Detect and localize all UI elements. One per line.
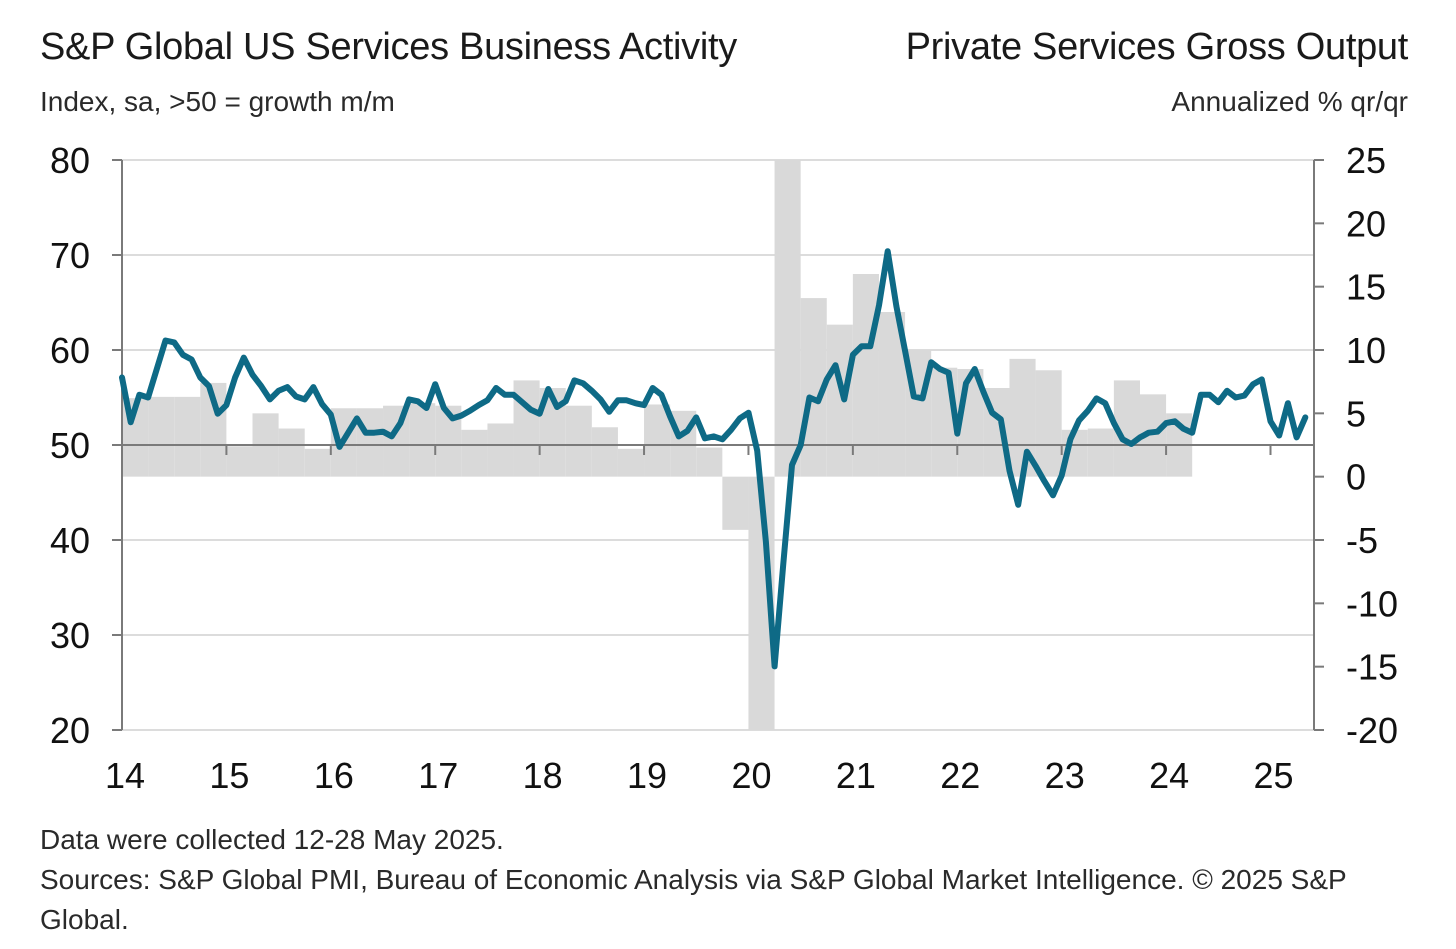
x-axis-tick-label: 25 (1253, 755, 1293, 796)
x-axis-tick-label: 24 (1149, 755, 1189, 796)
gross-output-bar (356, 408, 384, 477)
left-axis-tick-label: 80 (50, 140, 90, 181)
chart: 20 30 40 50 60 70 80 -20 -15 -10 -5 0 5 10 15 20 25 14 15 1… (50, 140, 1398, 796)
gross-output-bar (148, 396, 175, 477)
gross-output-bar (644, 404, 671, 477)
gross-output-bar (487, 423, 514, 477)
left-axis-tick-label: 50 (50, 425, 90, 466)
gross-output-bar (461, 429, 488, 477)
gross-output-bar (852, 274, 879, 477)
data-collection-note: Data were collected 12-28 May 2025. (40, 824, 504, 855)
gross-output-bar (1035, 370, 1062, 477)
right-axis-tick-label: 25 (1346, 140, 1386, 181)
x-axis-tick-label: 17 (418, 755, 458, 796)
gross-output-bar (617, 448, 645, 477)
right-axis-tick-label: 0 (1346, 457, 1366, 498)
sources-note: Sources: S&P Global PMI, Bureau of Econo… (40, 864, 1347, 935)
right-axis-subtitle: Annualized % qr/qr (1171, 86, 1408, 117)
x-axis-tick-label: 20 (731, 755, 771, 796)
gross-output-bar (696, 447, 723, 477)
right-axis-tick-label: 5 (1346, 393, 1366, 434)
gross-output-bar (591, 427, 618, 477)
x-axis-tick-label: 15 (209, 755, 249, 796)
gross-output-bar (278, 428, 305, 477)
left-axis-tick-label: 30 (50, 615, 90, 656)
chart-title-left: S&P Global US Services Business Activity (40, 26, 737, 68)
gross-output-bar (774, 160, 801, 477)
x-axis-tick-label: 19 (627, 755, 667, 796)
gross-output-bar (174, 396, 201, 477)
gross-output-bar (722, 476, 749, 530)
x-axis-tick-label: 14 (105, 755, 145, 796)
x-axis-tick-label: 21 (836, 755, 876, 796)
gross-output-bar (226, 446, 253, 477)
gross-output-bar (826, 324, 853, 477)
right-axis-tick-label: 10 (1346, 330, 1386, 371)
right-axis-tick-label: 20 (1346, 203, 1386, 244)
right-axis-tick-label: -20 (1346, 710, 1398, 751)
left-axis-tick-label: 40 (50, 520, 90, 561)
left-axis-tick-label: 20 (50, 710, 90, 751)
chart-title-right: Private Services Gross Output (905, 26, 1409, 68)
gross-output-bar (1087, 428, 1114, 477)
x-axis-tick-label: 23 (1045, 755, 1085, 796)
right-axis-tick-label: -5 (1346, 520, 1378, 561)
x-axis-tick-label: 16 (314, 755, 354, 796)
left-axis-tick-label: 70 (50, 235, 90, 276)
gross-output-bar (565, 405, 592, 477)
right-axis-tick-label: -10 (1346, 583, 1398, 624)
left-axis-subtitle: Index, sa, >50 = growth m/m (40, 86, 395, 117)
gross-output-bar (304, 448, 331, 477)
x-axis-tick-label: 18 (523, 755, 563, 796)
x-axis-tick-label: 22 (940, 755, 980, 796)
right-axis-tick-label: -15 (1346, 647, 1398, 688)
pmi-line (119, 248, 1309, 670)
right-axis-tick-label: 15 (1346, 267, 1386, 308)
gross-output-bar (409, 403, 436, 477)
left-axis-tick-label: 60 (50, 330, 90, 371)
